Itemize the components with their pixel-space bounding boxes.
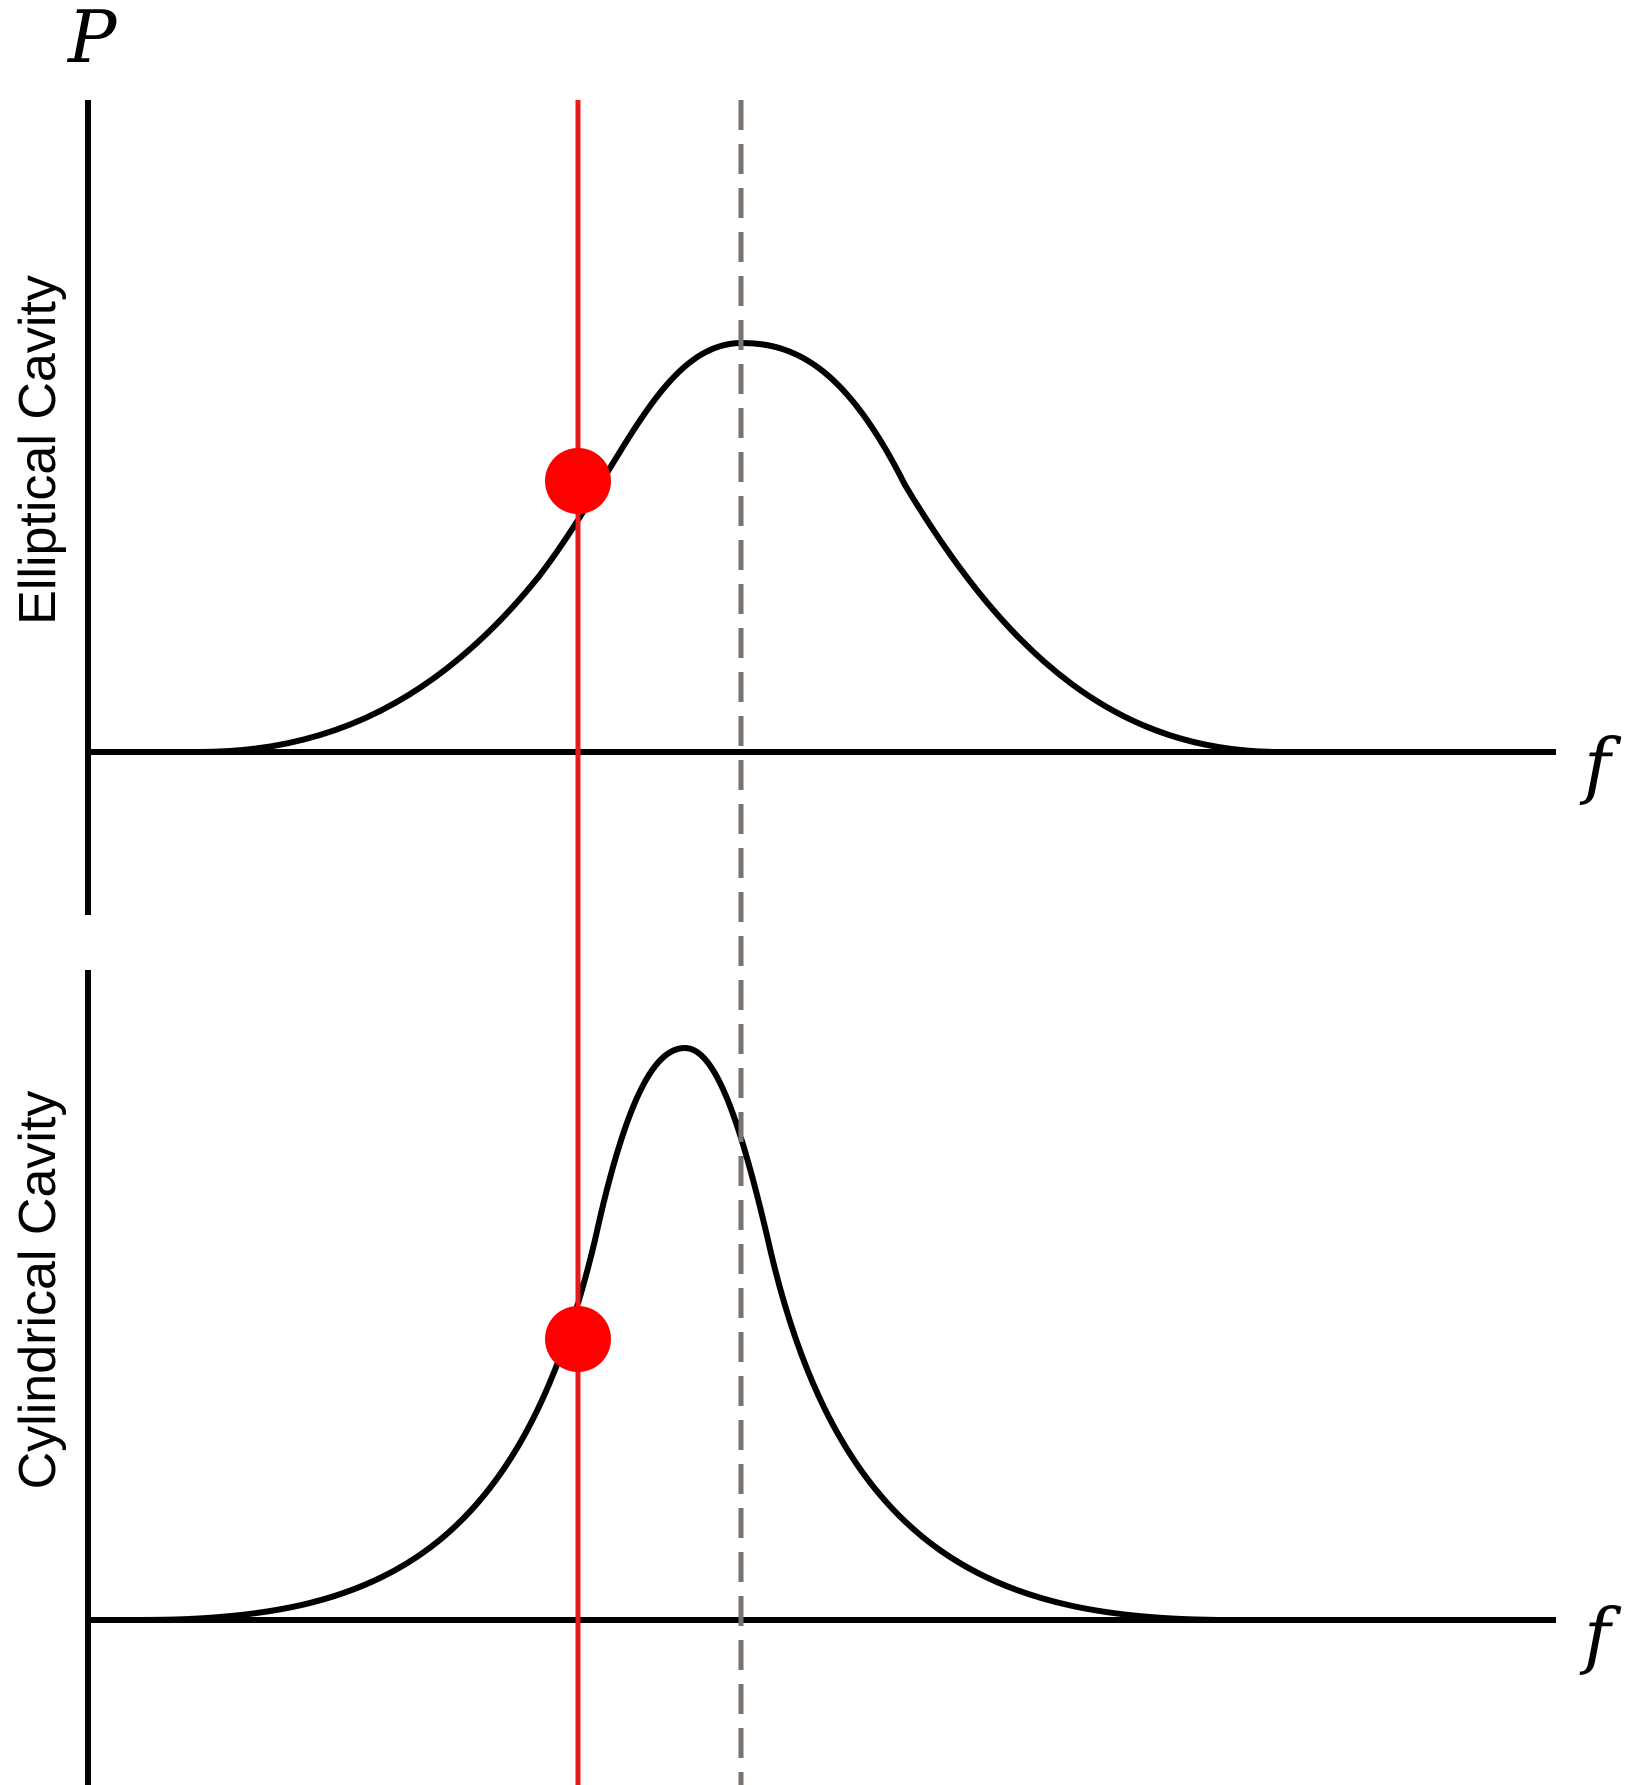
bottom-x-axis-label: f [1579, 1593, 1622, 1677]
top-x-axis-label: f [1579, 723, 1622, 807]
operating-point-elliptical [545, 448, 611, 514]
y-axis-label: P [66, 0, 118, 79]
panel-label-elliptical: Elliptical Cavity [9, 275, 67, 625]
operating-point-cylindrical [545, 1306, 611, 1372]
panel-cylindrical: f Cylindrical Cavity [9, 970, 1622, 1785]
panel-elliptical: f Elliptical Cavity [9, 100, 1622, 915]
cylindrical-resonance-curve [139, 1045, 1231, 1623]
panel-label-cylindrical: Cylindrical Cavity [9, 1091, 67, 1490]
